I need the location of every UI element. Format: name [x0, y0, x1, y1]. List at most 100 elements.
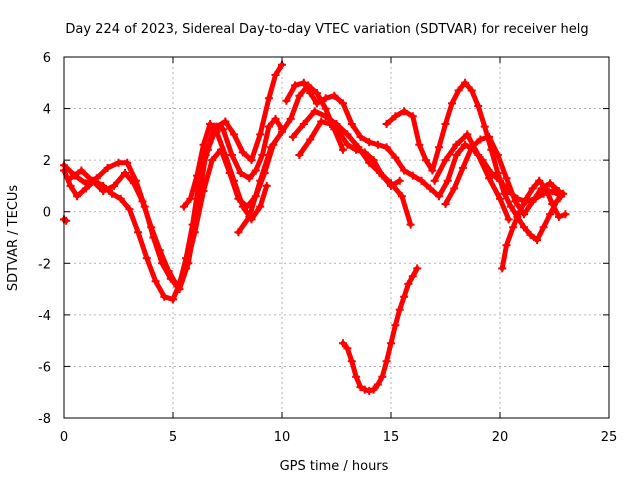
axis-ticks: 0 5 10 15 20 25 -8 -6 -4 -2 0 2 4 6: [38, 51, 617, 445]
data-point: [99, 187, 108, 196]
data-point: [493, 169, 502, 177]
data-point: [561, 210, 570, 219]
data-point: [373, 380, 382, 389]
data-point: [391, 112, 400, 121]
data-point: [395, 305, 404, 314]
data-point: [238, 148, 247, 157]
data-point: [441, 156, 450, 165]
data-point: [108, 189, 116, 198]
data-point: [400, 107, 409, 116]
data-point: [317, 117, 326, 126]
data-point: [509, 223, 518, 232]
data-point: [356, 383, 365, 392]
data-point: [334, 127, 343, 136]
data-point: [262, 181, 271, 190]
data-point: [221, 151, 230, 159]
data-point: [400, 166, 409, 175]
data-point: [528, 197, 537, 206]
data-point: [526, 230, 535, 239]
data-point: [169, 295, 177, 304]
x-tick-label: 25: [601, 430, 618, 445]
data-point: [103, 163, 112, 172]
data-point: [535, 176, 544, 185]
data-point: [548, 200, 557, 208]
data-point: [522, 194, 531, 203]
data-point: [339, 145, 347, 154]
y-tick-label: -2: [38, 257, 51, 272]
data-point: [554, 187, 563, 196]
data-point: [450, 184, 459, 193]
data-point: [219, 125, 228, 134]
data-point: [234, 228, 243, 237]
x-axis-label: GPS time / hours: [280, 459, 389, 474]
data-point: [151, 277, 160, 286]
data-point: [463, 130, 472, 139]
chart-title: Day 224 of 2023, Sidereal Day-to-day VTE…: [65, 22, 588, 37]
data-point: [199, 187, 208, 196]
data-point: [426, 184, 435, 193]
data-point: [221, 117, 230, 126]
y-tick-label: 2: [43, 154, 51, 169]
data-point: [73, 192, 82, 201]
data-point: [66, 174, 75, 183]
data-point: [493, 151, 502, 159]
data-point: [258, 151, 267, 159]
data-point: [400, 292, 409, 301]
data-point: [121, 169, 129, 177]
data-point: [295, 151, 304, 159]
data-point: [245, 174, 254, 183]
data-point: [299, 78, 308, 87]
series-track-6: [282, 78, 565, 206]
data-point: [461, 78, 470, 87]
data-point: [190, 228, 199, 237]
series-trace: [68, 142, 276, 289]
series-track-11: [430, 130, 513, 224]
data-point: [267, 143, 276, 152]
plot-frame: [63, 56, 610, 419]
data-point: [454, 86, 463, 95]
data-point: [147, 223, 156, 232]
data-point: [552, 197, 561, 206]
data-point: [208, 156, 217, 165]
data-point: [238, 202, 247, 211]
data-point: [435, 192, 443, 201]
data-point: [387, 339, 395, 348]
data-point: [428, 166, 437, 175]
data-point: [382, 357, 391, 366]
data-point: [520, 223, 528, 232]
data-point: [88, 176, 97, 185]
data-point: [212, 127, 221, 136]
y-tick-label: 4: [43, 103, 51, 118]
series-track-3: [66, 140, 278, 291]
data-point: [256, 130, 265, 139]
data-point: [502, 174, 511, 183]
data-point: [321, 104, 330, 113]
data-point: [500, 189, 509, 198]
data-point: [206, 120, 215, 128]
data-point: [321, 112, 330, 121]
data-point: [387, 181, 395, 190]
data-point: [546, 179, 555, 188]
data-point: [404, 279, 413, 288]
series-track-14: [60, 215, 71, 225]
data-point: [278, 127, 286, 136]
grid: [64, 57, 609, 418]
data-point: [461, 140, 470, 149]
data-point: [77, 166, 86, 175]
data-point: [378, 372, 387, 381]
data-point: [382, 143, 391, 152]
data-point: [173, 282, 182, 291]
series-track-12: [498, 176, 570, 273]
data-point: [369, 156, 378, 165]
data-point: [264, 122, 273, 131]
data-point: [496, 194, 504, 203]
data-point: [352, 372, 361, 381]
data-point: [415, 140, 424, 149]
x-tick-label: 0: [60, 430, 68, 445]
data-point: [467, 86, 476, 95]
data-point: [286, 114, 295, 123]
series-trace: [235, 82, 346, 235]
data-point: [559, 189, 568, 198]
data-point: [485, 132, 494, 141]
data-point: [395, 176, 404, 185]
